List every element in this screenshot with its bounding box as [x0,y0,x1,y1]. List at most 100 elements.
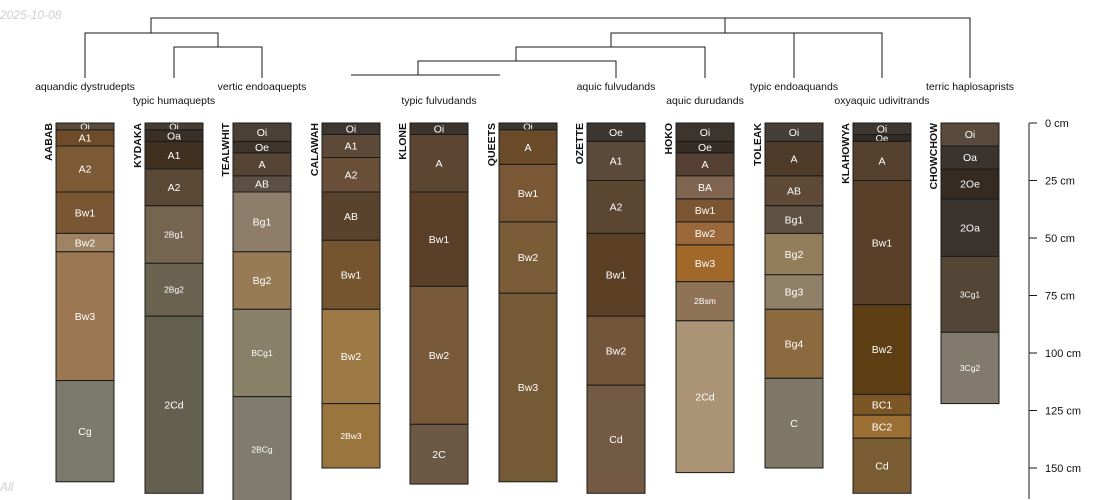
horizon-label: Bw1 [872,237,893,249]
horizon-label: Bw2 [518,252,539,264]
taxon-label-vertic-endoaquepts: vertic endoaquepts [218,81,307,93]
horizon-label: Bw2 [606,345,627,357]
horizon-label: Bg2 [253,275,272,287]
horizon-ozette-bw1 [586,232,646,317]
horizon-label: AB [787,186,801,198]
axis-tick-label: 25 cm [1045,176,1075,188]
horizon-klone-bw2 [409,285,469,425]
axis-tick-label: 75 cm [1045,291,1075,303]
horizon-label: Bg2 [785,249,804,261]
horizon-label: Oe [698,142,712,154]
profile-name: KLAHOWYA [840,123,852,184]
axis-tick-label: 100 cm [1045,348,1081,360]
horizon-label: Bw1 [695,205,716,217]
horizon-label: Bw1 [518,188,539,200]
axis-tick-label: 0 cm [1045,118,1069,130]
corner-note: All [0,480,14,494]
profile-klone: Oi A Bw1 Bw2 2C KLONE [397,122,469,485]
dendrogram-branch-andisols-split [610,32,838,47]
horizon-label: Cd [875,460,889,472]
horizon-label: A [878,156,885,168]
horizon-label: Oi [523,122,533,133]
horizon-tealwhit-bg2 [232,251,292,310]
taxonomy-labels: aquandic dystrudepts typic humaquepts ve… [35,81,1014,107]
horizon-label: Bg1 [253,217,272,229]
horizon-label: Oe [876,134,889,145]
horizon-toleak-ab [764,175,824,207]
profile-chowchow: Oi Oa 2Oe 2Oa 3Cg1 3Cg2 CHOWCHOW [928,122,1000,405]
horizon-label: Bw2 [872,344,893,356]
horizon-toleak-bg2 [764,232,824,276]
horizon-label: 2Oe [960,179,980,191]
horizon-label: 2Cd [695,391,714,403]
horizon-label: C [790,418,798,430]
profile-ozette: Oe A1 A2 Bw1 Bw2 Cd OZETTE [574,122,646,494]
horizon-label: Bw1 [341,269,362,281]
horizon-label: BCg1 [251,348,273,358]
taxon-label-oxyaquic-udivitrands: oxyaquic udivitrands [834,95,929,107]
horizon-label: Bw3 [695,258,716,270]
profile-name: KLONE [397,123,409,160]
horizon-label: 2BCg [251,445,273,455]
horizon-label: A1 [168,150,181,162]
taxon-label-typic-humaquepts: typic humaquepts [133,95,215,107]
horizon-label: Oi [789,127,800,139]
horizon-toleak-a [764,140,824,177]
axis-tick-label: 150 cm [1045,463,1081,475]
horizon-toleak-bg1 [764,205,824,234]
horizon-label: A2 [79,164,92,176]
horizon-label: Oi [257,127,268,139]
horizon-label: A1 [610,156,623,168]
horizon-chowchow-3cg2 [940,331,1000,405]
depth-axis: 0 cm 25 cm 50 cm 75 cm 100 cm 125 cm 150 cm [1028,118,1081,499]
horizon-aabab-bw3 [55,251,115,382]
horizon-label: 2Bsm [694,296,716,306]
horizon-klone-a [409,134,469,193]
horizon-label: A [701,159,708,171]
horizon-label: Bw3 [518,382,539,394]
horizon-label: Bg1 [785,214,804,226]
horizon-label: A [790,153,797,165]
horizon-klahowya-a [852,140,912,181]
horizon-queets-bw2 [498,221,558,294]
horizon-kydaka-a2 [144,168,204,207]
horizon-label: BC1 [872,399,893,411]
taxon-label-typic-fulvudands: typic fulvudands [401,95,476,107]
profile-calawah: Oi A1 A2 AB Bw1 Bw2 2Bw3 CALAWAH [309,122,381,469]
horizon-label: 2C [432,449,446,461]
horizon-label: Bw3 [75,311,96,323]
horizon-label: Oe [609,127,623,139]
horizon-klahowya-cd [852,437,912,494]
profile-toleak: Oi A AB Bg1 Bg2 Bg3 Bg4 C TOLEAK [752,122,824,469]
profile-name: CALAWAH [309,123,321,176]
horizon-label: Bw2 [341,351,362,363]
dendrogram-branch-aquepts [84,32,219,78]
horizon-label: Oi [700,127,711,139]
horizon-aabab-cg [55,380,115,483]
profile-name: AABAB [43,123,55,161]
horizon-chowchow-2oe [940,168,1000,200]
horizon-kydaka-2bg1 [144,205,204,264]
horizon-hoko-2bsm [675,281,735,322]
horizon-kydaka-2bg2 [144,262,204,317]
horizon-calawah-bw2 [321,308,381,405]
horizon-ozette-a1 [586,140,646,181]
horizon-queets-bw3 [498,292,558,483]
horizon-label: Oa [167,130,181,142]
horizon-ozette-cd [586,384,646,494]
horizon-label: Cg [78,426,92,438]
horizon-klone-bw1 [409,191,469,287]
horizon-aabab-a2 [55,145,115,193]
profile-tealwhit: Oi Oe A AB Bg1 Bg2 BCg1 2BCg TEALWHIT [220,122,292,500]
horizon-label: 2Oa [960,222,980,234]
horizon-calawah-bw1 [321,239,381,310]
profile-name: TEALWHIT [220,122,232,176]
horizon-label: 2Cd [164,399,183,411]
profile-queets: Oi A Bw1 Bw2 Bw3 QUEETS [486,122,558,483]
horizon-label: Oa [963,152,977,164]
taxon-label-aquic-fulvudands: aquic fulvudands [577,81,656,93]
horizon-label: Bw1 [75,207,96,219]
